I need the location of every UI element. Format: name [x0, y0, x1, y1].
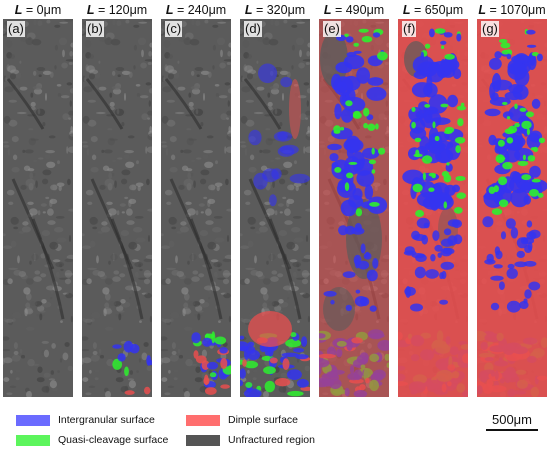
length-symbol: L — [402, 3, 411, 17]
sem-panel-b: (b) — [82, 19, 152, 397]
length-label-a: L = 0μm — [1, 3, 75, 19]
length-value: = 650μm — [413, 3, 464, 17]
panel-letter-g: (g) — [481, 21, 499, 37]
length-value: = 320μm — [255, 3, 306, 17]
legend-label-intergranular: Intergranular surface — [58, 414, 155, 426]
panel-letter-b: (b) — [86, 21, 104, 37]
scale-bar-label: 500μm — [491, 412, 532, 427]
length-label-g: L = 1070μm — [475, 3, 549, 19]
sem-image-a — [3, 19, 73, 397]
length-symbol: L — [14, 3, 23, 17]
legend-item-intergranular: Intergranular surface — [16, 412, 155, 428]
legend-swatch-dimple — [186, 414, 220, 426]
length-symbol: L — [165, 3, 174, 17]
sem-image-f — [398, 19, 468, 397]
length-symbol: L — [86, 3, 95, 17]
legend: Intergranular surface Quasi-cleavage sur… — [0, 412, 550, 452]
sem-panel-g: (g) — [477, 19, 547, 397]
scale-bar-line — [486, 429, 538, 431]
length-label-e: L = 490μm — [317, 3, 391, 19]
panel-letter-c: (c) — [165, 21, 183, 37]
sem-panel-d: (d) — [240, 19, 310, 397]
length-value: = 0μm — [25, 3, 62, 17]
length-value: = 490μm — [334, 3, 385, 17]
scale-bar: 500μm — [484, 412, 540, 431]
sem-image-e — [319, 19, 389, 397]
legend-item-dimple: Dimple surface — [186, 412, 298, 428]
panel-letter-a: (a) — [7, 21, 25, 37]
legend-label-dimple: Dimple surface — [228, 414, 299, 426]
legend-label-unfractured: Unfractured region — [228, 434, 315, 446]
legend-swatch-intergranular — [16, 414, 50, 426]
sem-image-b — [82, 19, 152, 397]
sem-image-g — [477, 19, 547, 397]
panel-letter-e: (e) — [323, 21, 341, 37]
legend-swatch-quasi-cleavage — [16, 434, 50, 446]
length-symbol: L — [478, 3, 486, 17]
sem-panel-c: (c) — [161, 19, 231, 397]
length-value: = 120μm — [97, 3, 148, 17]
legend-item-unfractured: Unfractured region — [186, 432, 315, 448]
sem-panel-e: (e) — [319, 19, 389, 397]
legend-item-quasi-cleavage: Quasi-cleavage surface — [16, 432, 168, 448]
length-label-c: L = 240μm — [159, 3, 233, 19]
length-label-d: L = 320μm — [238, 3, 312, 19]
length-value: = 240μm — [176, 3, 227, 17]
length-label-b: L = 120μm — [80, 3, 154, 19]
length-label-f: L = 650μm — [396, 3, 470, 19]
length-symbol: L — [323, 3, 332, 17]
legend-swatch-unfractured — [186, 434, 220, 446]
sem-panel-a: (a) — [3, 19, 73, 397]
length-value: = 1070μm — [489, 3, 546, 17]
sem-panel-f: (f) — [398, 19, 468, 397]
legend-label-quasi-cleavage: Quasi-cleavage surface — [58, 434, 169, 446]
panel-letter-d: (d) — [244, 21, 262, 37]
sem-image-c — [161, 19, 231, 397]
length-symbol: L — [244, 3, 253, 17]
panel-letter-f: (f) — [402, 21, 417, 37]
sem-image-d — [240, 19, 310, 397]
